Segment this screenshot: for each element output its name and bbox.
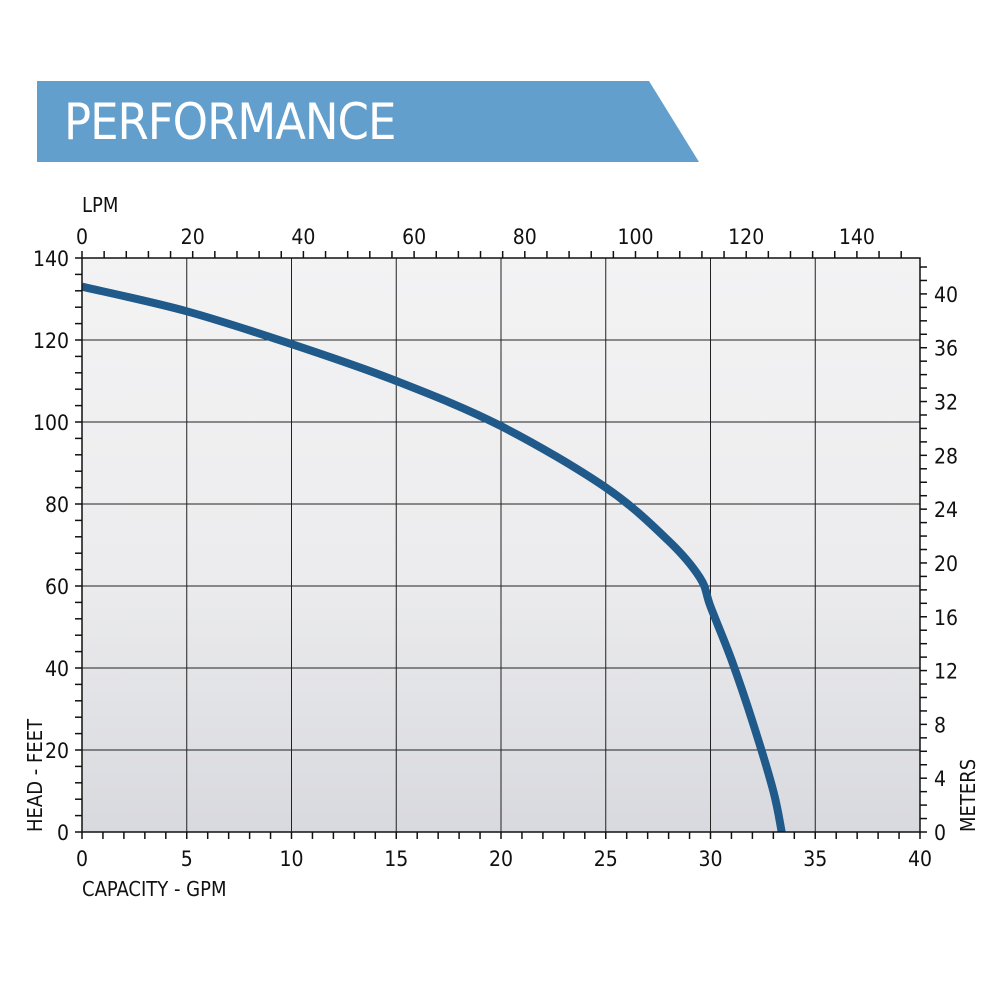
y2-tick-label: 28 (934, 444, 958, 468)
y2-tick-label: 32 (934, 391, 958, 415)
x-tick-label: 20 (489, 847, 513, 871)
plot-frame (81, 257, 921, 833)
x-tick-label: 0 (76, 847, 88, 871)
y2-tick-label: 0 (934, 821, 946, 845)
x-tick-label: 15 (384, 847, 408, 871)
x2-tick-label: 120 (728, 225, 764, 249)
series-line (81, 282, 786, 833)
y2-tick-label: 36 (934, 337, 958, 361)
y2-tick-label: 24 (934, 498, 958, 522)
x-tick-label: 35 (803, 847, 827, 871)
y-tick-label: 60 (45, 575, 69, 599)
y2-tick-label: 40 (934, 283, 958, 307)
y-tick-label: 20 (45, 739, 69, 763)
y-tick-label: 80 (45, 493, 69, 517)
y-tick-label: 120 (33, 329, 69, 353)
page-title: PERFORMANCE (64, 93, 396, 151)
header-banner-shape (37, 81, 699, 162)
x2-axis-title: LPM (82, 193, 118, 217)
header-banner (37, 81, 699, 162)
y2-tick-label: 20 (934, 552, 958, 576)
x2-tick-label: 140 (839, 225, 875, 249)
x-tick-label: 40 (908, 847, 932, 871)
y2-tick-label: 12 (934, 660, 958, 684)
y-tick-label: 40 (45, 657, 69, 681)
x2-tick-label: 100 (617, 225, 653, 249)
y-axis-title: HEAD - FEET (23, 718, 47, 832)
y-tick-label: 140 (33, 247, 69, 271)
y-tick-label: 100 (33, 411, 69, 435)
x2-tick-label: 0 (76, 225, 88, 249)
x2-tick-label: 60 (402, 225, 426, 249)
y-tick-label: 0 (57, 821, 69, 845)
x-axis-title: CAPACITY - GPM (82, 877, 226, 901)
y2-tick-label: 16 (934, 606, 958, 630)
series-layer (81, 282, 786, 833)
x2-tick-label: 80 (513, 225, 537, 249)
x-tick-label: 5 (181, 847, 193, 871)
y2-tick-label: 8 (934, 713, 946, 737)
x-tick-label: 25 (594, 847, 618, 871)
x2-tick-label: 20 (181, 225, 205, 249)
minor-ticks (75, 251, 927, 839)
y2-axis-title: METERS (956, 759, 980, 832)
x-tick-label: 30 (698, 847, 722, 871)
x-tick-label: 10 (279, 847, 303, 871)
x2-tick-label: 40 (291, 225, 315, 249)
y2-tick-label: 4 (934, 767, 946, 791)
